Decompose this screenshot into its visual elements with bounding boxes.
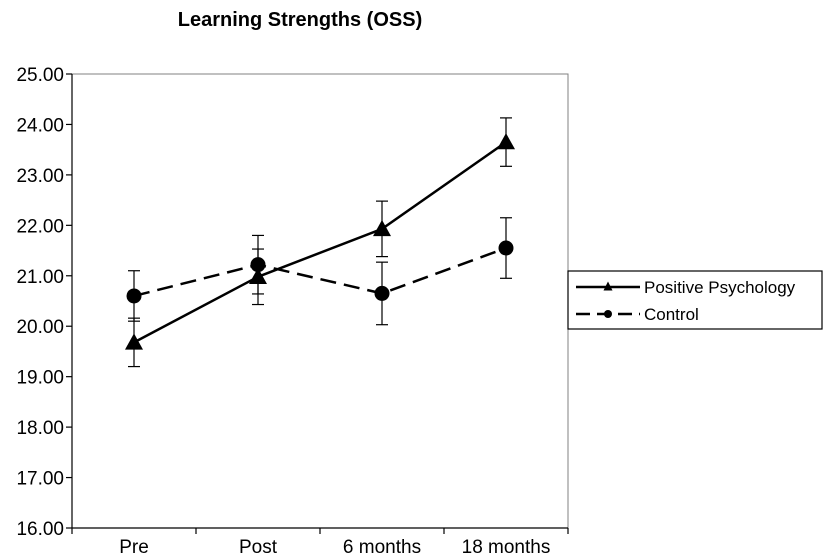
y-tick-label: 16.00 [16,519,64,540]
chart-title: Learning Strengths (OSS) [178,9,422,31]
legend-label-positive-psychology: Positive Psychology [644,278,796,297]
data-point-triangle [497,133,515,150]
data-point-circle [250,257,266,273]
y-tick-label: 19.00 [16,368,64,389]
y-tick-label: 23.00 [16,166,64,187]
y-tick-label: 25.00 [16,65,64,86]
data-point-circle [498,240,514,256]
y-tick-label: 21.00 [16,267,64,288]
data-point-triangle [125,333,143,350]
legend-triangle-marker [603,281,613,291]
legend: Positive Psychology Control [567,270,823,330]
y-tick-label: 17.00 [16,469,64,490]
x-tick-label: Pre [119,537,149,558]
series-layer [125,117,515,368]
y-tick-label: 20.00 [16,317,64,338]
y-tick-label: 18.00 [16,418,64,439]
data-point-circle [374,285,390,301]
data-point-circle [126,288,142,304]
legend-box [567,270,823,330]
x-tick-label: 18 months [462,537,551,558]
plot-area [71,73,569,529]
series-line-positive-psychology [133,141,507,344]
y-tick-label: 24.00 [16,115,64,136]
legend-label-control: Control [644,305,699,324]
x-axis-ticks: Pre Post 6 months 18 months [71,528,569,558]
y-tick-label: 22.00 [16,216,64,237]
series-control [126,217,514,326]
data-point-triangle [373,219,391,237]
x-tick-label: 6 months [343,537,421,558]
series-positive-psychology [125,117,515,368]
series-line-control [133,246,507,298]
x-tick-label: Post [239,537,278,558]
legend-circle-marker [604,310,612,318]
y-axis-ticks: 16.00 17.00 18.00 19.00 20.00 21.00 22.00 23.00… [16,65,72,540]
